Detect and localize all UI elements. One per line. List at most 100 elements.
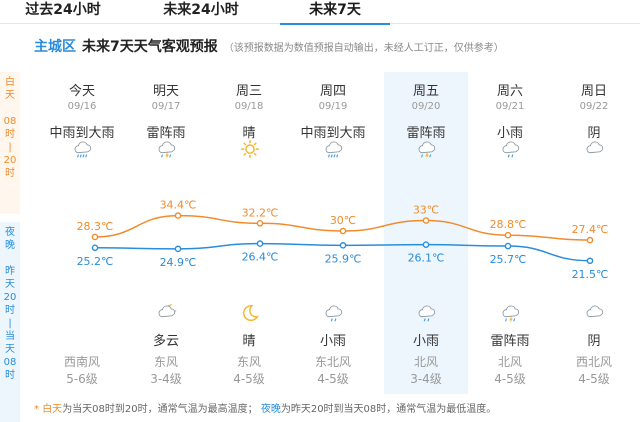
night-weather: 阴 [587,334,601,349]
wind-direction: 东北风 [314,355,351,369]
wind-direction: 东风 [236,355,261,369]
day-period-label: 白天 08 时 | 20 时 [0,72,20,214]
period-label-char: 08 [3,357,17,368]
night-temp-label: 26.1℃ [408,252,445,265]
period-label-char: 夜 [5,227,15,238]
period-label-char: 天 [5,279,15,290]
day-temp-point [174,212,182,219]
day-temp-point [504,231,512,239]
day-date: 09/22 [579,101,609,112]
day-date: 09/19 [318,101,348,112]
forecast-note: （该预报数据为数值预报自动输出，未经人工订正，仅供参考） [223,43,504,54]
day-weather: 晴 [242,126,256,141]
footer-day-text: 为当天08时到20时，通常气温为最高温度； [62,404,258,415]
day-name: 周六 [496,84,523,99]
thunderstorm-icon [158,141,176,160]
day-column: 明天 09/17 雷阵雨多云东风 3-4级 [124,72,208,394]
day-column: 周五 09/20 雷阵雨 小雨 北风 3-4级 [384,72,468,394]
tab-next-24h[interactable]: 未来24小时 [163,2,239,18]
night-weather: 多云 [152,334,179,349]
night-period-label: 夜晚昨天 20 时 | 当天 08 时 [0,222,20,422]
night-weather: 小雨 [412,334,439,349]
day-name: 今天 [68,84,95,99]
night-temp-point [504,242,512,250]
day-weather: 小雨 [496,126,523,141]
footer-night-key: 夜晚 [260,404,281,415]
day-weather: 中雨到大雨 [300,126,366,141]
light-rain-icon [325,305,343,322]
district-name: 主城区 [34,39,76,55]
period-label-char: 当 [5,331,15,342]
overcast-icon [586,305,604,318]
day-date: 09/17 [151,101,181,112]
period-label-char: 时 [5,370,15,381]
overcast-icon [586,141,604,154]
temperature-chart: 28.3℃ 34.4℃ 32.2℃ 30℃ 33℃ 28.8℃ 27.4℃ 25.2℃ 24.9… [77,199,609,281]
day-temp-label: 28.8℃ [490,218,527,231]
day-name: 明天 [152,84,179,99]
heavy-rain-icon [325,141,343,158]
night-temp-label: 25.2℃ [77,255,114,268]
footer-note: * 白天为当天08时到20时，通常气温为最高温度； 夜晚为昨天20时到当天08时… [34,400,496,415]
day-temp-label: 30℃ [330,214,356,227]
light-rain-icon [418,305,436,322]
tab-next-7-days[interactable]: 未来7天 [280,0,390,25]
moon-icon [243,305,259,321]
day-column: 今天 09/16 中雨到大雨 西南风 5-6级 [40,72,124,394]
day-weather: 中雨到大雨 [49,126,115,141]
wind-level: 4-5级 [578,372,610,386]
day-column: 周日 09/22 阴阴西北风 4-5级 [552,72,636,394]
wind-direction: 东风 [153,355,178,369]
day-weather: 阴 [587,126,601,141]
period-label-char: 天 [5,90,15,101]
wind-level: 4-5级 [233,372,265,386]
light-rain-icon [502,141,520,158]
day-column: 周四 09/19 中雨到大雨 小雨 东北风 4-5级 [291,72,375,394]
period-label-char: 白 [5,77,15,88]
day-name: 周四 [319,84,346,99]
period-label-char: | [8,318,12,329]
night-temp-point [91,244,99,252]
thunderstorm-icon [502,305,520,324]
day-temp-point [586,236,594,244]
wind-direction: 西南风 [63,355,100,369]
period-label-char: 天 [5,344,15,355]
night-temp-point [422,241,430,248]
day-date: 09/21 [495,101,525,112]
night-weather: 晴 [242,334,256,349]
selected-day-highlight [384,72,468,394]
period-label-char: 时 [5,168,15,179]
wind-level: 5-6级 [66,372,98,386]
period-label-char: 时 [5,305,15,316]
period-label-char: 08 [3,116,17,127]
wind-level: 3-4级 [410,372,442,386]
wind-level: 3-4级 [150,372,182,386]
footer-star: * [34,404,39,415]
wind-direction: 北风 [497,355,522,369]
day-temp-point [91,233,99,241]
day-name: 周日 [580,84,607,99]
thunderstorm-icon [418,141,436,160]
page-title: 未来7天天气客观预报 [82,39,218,55]
day-column: 周六 09/21 小雨雷阵雨北风 4-5级 [468,72,552,394]
day-name: 周三 [235,84,262,99]
night-temp-label: 25.9℃ [325,252,362,265]
wind-level: 4-5级 [317,372,349,386]
footer-day-key: 白天 [42,404,63,415]
night-temp-label: 24.9℃ [160,256,197,269]
wind-level: 4-5级 [494,372,526,386]
night-temp-point [339,242,347,249]
day-temp-label: 33℃ [413,204,439,217]
footer-night-text: 为昨天20时到当天08时，通常气温为最低温度。 [280,404,497,415]
day-weather: 雷阵雨 [406,126,446,141]
period-label-char: 20 [3,155,17,166]
day-weather: 雷阵雨 [146,126,186,141]
day-temp-point [256,219,264,227]
night-temp-label: 26.4℃ [242,251,279,264]
night-weather: 雷阵雨 [490,334,530,349]
tab-past-24h[interactable]: 过去24小时 [25,2,101,18]
forecast-header: 主城区 未来7天天气客观预报 （该预报数据为数值预报自动输出，未经人工订正，仅供参考… [34,36,504,56]
day-name: 周五 [412,84,439,99]
day-temp-point [422,217,430,224]
day-temp-label: 32.2℃ [242,206,279,219]
